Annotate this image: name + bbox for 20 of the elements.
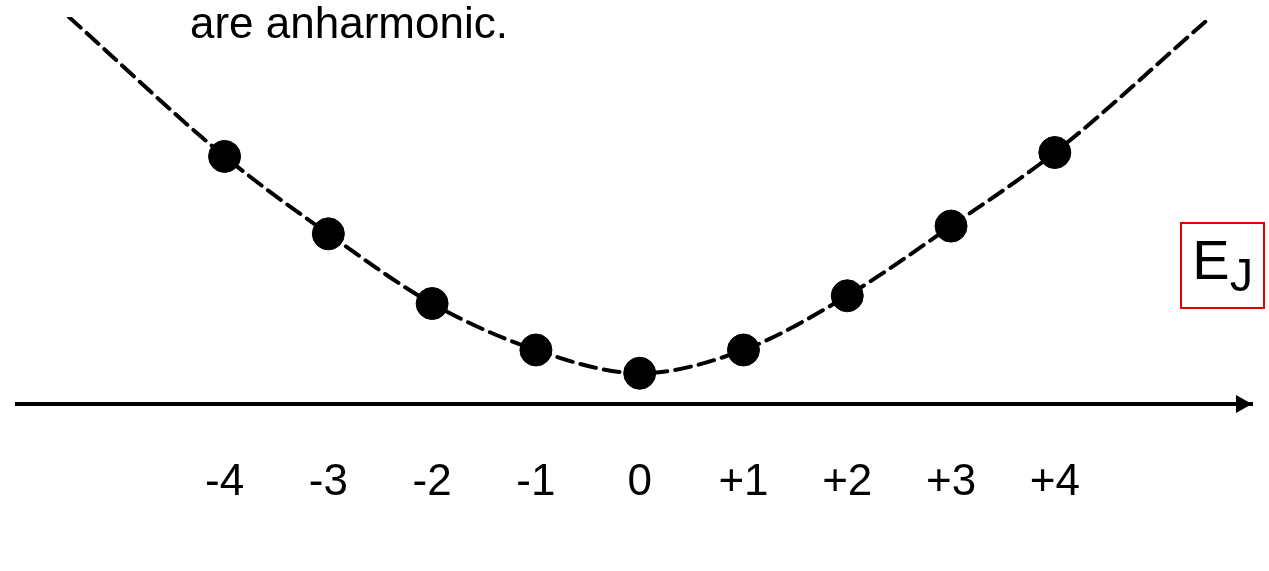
annotation: E$_{J}$ xyxy=(1180,222,1265,309)
annotation: are anharmonic. xyxy=(190,0,508,48)
point xyxy=(830,279,864,313)
x-tick-label: -4 xyxy=(205,454,245,504)
point xyxy=(934,209,968,243)
x-tick-label: -2 xyxy=(412,454,452,504)
point xyxy=(415,287,449,321)
point xyxy=(1038,136,1072,170)
point xyxy=(519,333,553,367)
x-tick-label: +3 xyxy=(925,454,977,504)
point xyxy=(208,139,242,173)
point xyxy=(726,333,760,367)
x-tick-label: -1 xyxy=(516,454,556,504)
x-tick-label: 0 xyxy=(627,454,652,504)
x-tick-label: +4 xyxy=(1029,454,1080,504)
point xyxy=(623,356,657,390)
x-tick-label: +1 xyxy=(718,454,769,504)
x-tick-label: -3 xyxy=(308,454,348,504)
x-tick-label: +2 xyxy=(822,454,873,504)
point xyxy=(311,217,345,251)
